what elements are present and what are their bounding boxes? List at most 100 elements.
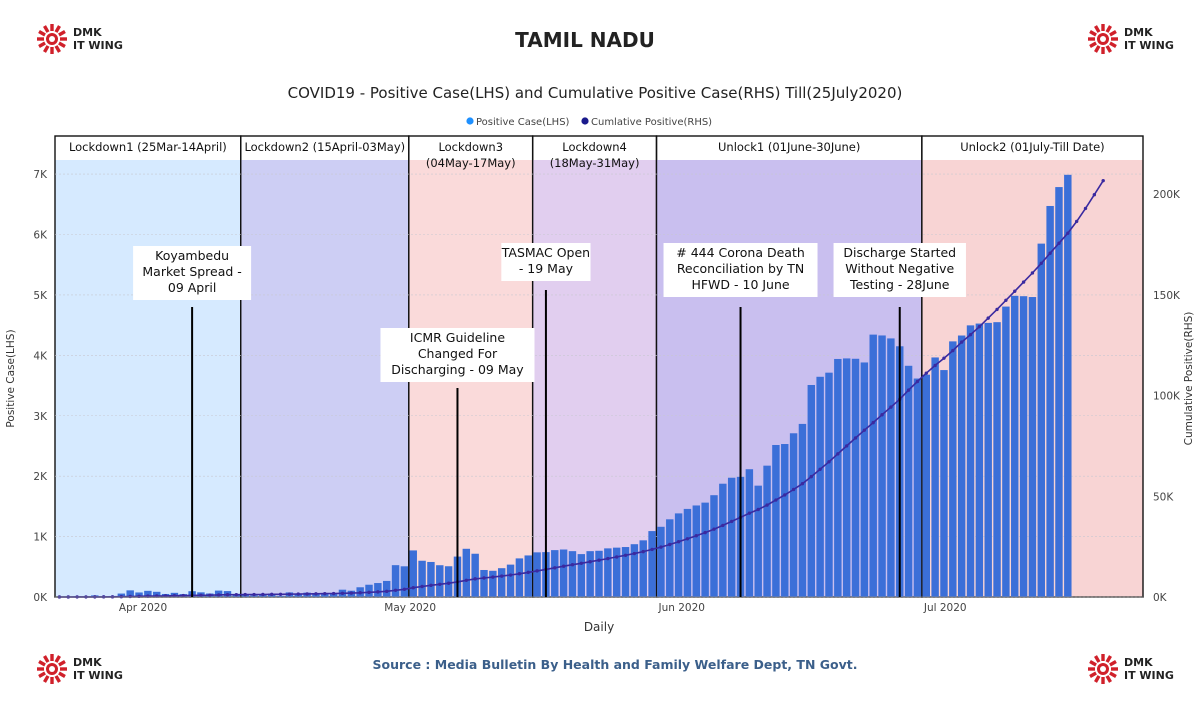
- bar: [551, 550, 559, 597]
- x-tick-label: Jun 2020: [657, 602, 704, 614]
- y-tick-label: 3K: [33, 411, 48, 423]
- bar: [1064, 174, 1072, 597]
- cumulative-point: [729, 519, 734, 524]
- cumulative-point: [420, 584, 424, 589]
- cumulative-point: [1013, 289, 1017, 293]
- cumulative-point: [1101, 178, 1105, 183]
- cumulative-point: [331, 591, 336, 596]
- bar: [869, 334, 877, 597]
- cumulative-point: [1030, 271, 1035, 275]
- phase-label-line2: (18May-31May): [550, 156, 640, 170]
- annotation-text: Koyambedu: [155, 248, 229, 263]
- dmk-sun-icon: [1088, 24, 1118, 54]
- cumulative-point: [774, 498, 778, 502]
- cumulative-point: [367, 590, 371, 595]
- logo-line2: IT WING: [1124, 39, 1174, 52]
- cumulative-point: [270, 592, 274, 597]
- phase-label: Lockdown4: [562, 140, 627, 154]
- cumulative-point: [924, 371, 928, 375]
- logo-bottom-right: DMK IT WING: [1086, 652, 1174, 686]
- dmk-sun-icon: [1088, 654, 1118, 684]
- cumulative-point: [747, 511, 752, 515]
- cumulative-point: [491, 575, 495, 579]
- cumulative-point: [871, 420, 875, 425]
- y2-tick-label: 150K: [1153, 290, 1181, 302]
- cumulative-point: [995, 307, 999, 312]
- bar: [621, 547, 630, 597]
- cumulative-point: [261, 592, 265, 597]
- logo-line1: DMK: [1124, 656, 1153, 669]
- logo-bottom-left: DMK IT WING: [35, 652, 123, 686]
- cumulative-point: [402, 587, 407, 591]
- cumulative-point: [1039, 261, 1043, 265]
- bar: [374, 583, 382, 597]
- cumulative-point: [1021, 280, 1026, 284]
- legend-marker: [581, 117, 589, 125]
- bar: [276, 595, 285, 597]
- bar: [825, 372, 833, 597]
- annotation-text: 09 April: [168, 280, 216, 295]
- cumulative-point: [579, 561, 584, 565]
- annotation-text: Testing - 28June: [849, 277, 950, 292]
- bar: [462, 548, 471, 597]
- bar: [701, 502, 709, 597]
- cumulative-point: [225, 593, 230, 597]
- cumulative-point: [844, 444, 849, 448]
- logo-top-right: DMK IT WING: [1086, 22, 1174, 56]
- cumulative-point: [526, 570, 530, 575]
- bar: [577, 554, 586, 597]
- annotation-text: Market Spread -: [142, 264, 241, 279]
- y-tick-label: 2K: [33, 471, 48, 483]
- bar: [427, 561, 435, 597]
- cumulative-point: [208, 593, 212, 597]
- bar: [754, 485, 762, 597]
- annotation-box: [663, 243, 818, 297]
- cumulative-point: [889, 405, 893, 409]
- bar: [568, 551, 577, 597]
- cumulative-point: [942, 356, 946, 360]
- cumulative-point: [1092, 193, 1097, 197]
- logo-line1: DMK: [73, 656, 102, 669]
- cumulative-point: [818, 467, 822, 471]
- bar: [727, 477, 736, 597]
- annotation-text: Reconciliation by TN: [677, 261, 804, 276]
- bar: [789, 433, 798, 597]
- bar: [586, 551, 594, 597]
- annotation-text: Without Negative: [845, 261, 954, 276]
- bar: [630, 544, 639, 597]
- cumulative-point: [385, 589, 389, 594]
- bar: [957, 335, 966, 597]
- cumulative-point: [314, 592, 318, 596]
- cumulative-point: [597, 558, 601, 562]
- cumulative-point: [305, 592, 309, 596]
- bar: [329, 593, 338, 597]
- bar: [851, 358, 860, 597]
- cumulative-point: [659, 545, 663, 549]
- cumulative-point: [358, 591, 362, 595]
- dmk-sun-icon: [37, 24, 67, 54]
- cumulative-point: [986, 316, 990, 320]
- annotation-box: [833, 243, 966, 297]
- cumulative-point: [499, 574, 504, 578]
- bar: [931, 357, 939, 597]
- cumulative-point: [588, 560, 592, 564]
- phase-label-line2: (04May-17May): [426, 156, 516, 170]
- bar: [807, 384, 816, 597]
- bar: [984, 322, 992, 597]
- bar: [1002, 306, 1010, 597]
- cumulative-point: [712, 527, 716, 531]
- cumulative-point: [429, 583, 433, 588]
- cumulative-point: [234, 592, 239, 597]
- cumulative-point: [376, 590, 380, 594]
- logo-line2: IT WING: [73, 669, 123, 682]
- cumulative-point: [446, 581, 451, 585]
- cumulative-point: [827, 460, 831, 464]
- bar: [842, 358, 851, 597]
- cumulative-point: [128, 594, 132, 599]
- annotation-text: Changed For: [418, 346, 498, 361]
- bar: [595, 550, 603, 597]
- cumulative-point: [287, 592, 292, 596]
- cumulative-point: [676, 540, 681, 544]
- cumulative-point: [553, 566, 557, 570]
- bar: [515, 558, 524, 597]
